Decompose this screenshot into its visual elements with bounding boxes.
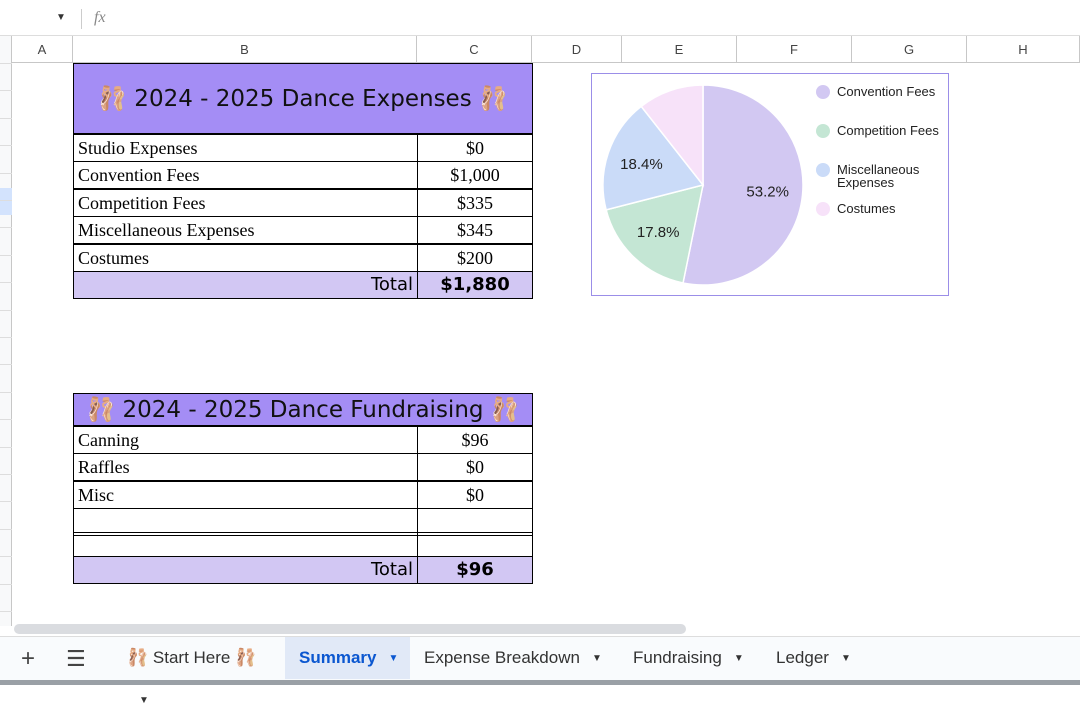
total-label: Total [73,271,418,299]
legend-label: Costumes [837,202,896,216]
column-header[interactable]: D [532,36,622,63]
legend-item: Miscellaneous Expenses [837,163,920,190]
tab-caret[interactable]: ▼ [840,652,851,664]
pie-slice [682,84,804,286]
total-label: Total [73,556,418,585]
sheet-tab[interactable]: Ledger ▼ [776,648,851,667]
empty-cell [417,508,533,537]
legend-item: Competition Fees [837,124,939,138]
row-line [0,583,12,585]
tab-caret[interactable]: ▼ [591,652,602,664]
row-line [0,364,12,366]
fx-icon: fx [94,9,106,26]
row-label: Convention Fees [73,161,418,190]
row-line [0,145,12,147]
pie-slice [640,84,704,188]
row-line [0,337,12,338]
pie-slice [602,105,705,211]
column-header[interactable]: B [73,36,417,63]
selected-row [0,188,12,215]
row-value: $335 [417,188,533,217]
column-header[interactable]: A [12,36,73,63]
row-line [0,63,12,64]
slice-label: 18.4% [620,156,663,173]
formula-bar: ▼ fx [0,0,1080,36]
row-line [0,419,12,421]
row-label: Competition Fees [73,188,418,217]
row-line [0,474,12,475]
scrollbar[interactable] [14,624,686,634]
slice-label: 53.2% [746,184,789,201]
row-line [0,90,12,92]
total-value: $1,880 [417,271,533,299]
table-title: 🩰 2024 - 2025 Dance Fundraising 🩰 [73,393,533,426]
legend-swatch [816,202,830,216]
name-box-caret[interactable]: ▼ [56,12,66,23]
row-line [0,254,12,256]
row-line [0,309,12,311]
row-value: $200 [417,243,533,272]
pie-slice [605,183,704,284]
row-value: $96 [417,426,533,454]
tab-caret[interactable]: ▼ [139,694,149,706]
row-label: Misc [73,480,418,509]
sheet-tab[interactable]: 🩰 Start Here 🩰▼ [127,648,257,706]
legend-item: Convention Fees [837,85,936,99]
total-value: $96 [417,556,533,585]
row-value: $0 [417,480,533,509]
row-line [0,172,12,174]
row-line [0,200,12,201]
column-header[interactable]: E [622,36,737,63]
sheet-tab[interactable]: Expense Breakdown ▼ [424,648,602,667]
row-label: Raffles [73,453,418,482]
chart-frame[interactable]: 53.2% Convention Fees 17.8% Competition Fee… [591,73,949,296]
legend-label: Miscellaneous Expenses [837,163,920,190]
add-sheet[interactable]: + [21,645,36,672]
row-label: Miscellaneous Expenses [73,216,418,245]
row-line [0,117,12,119]
sheet-tab[interactable]: Fundraising ▼ [633,648,744,667]
row-value: $345 [417,216,533,245]
tab-caret[interactable]: ▼ [388,652,399,664]
row-label: Studio Expenses [73,134,418,162]
row-line [0,501,12,503]
legend-item: Costumes [837,202,896,216]
column-header[interactable]: F [737,36,852,63]
row-line [0,227,12,229]
row-headers [0,36,12,626]
table-title: 🩰 2024 - 2025 Dance Expenses 🩰 [73,63,533,134]
row-line [0,391,12,393]
row-value: $0 [417,134,533,162]
row-line [0,282,12,284]
legend-swatch [816,85,830,99]
column-header[interactable]: G [852,36,967,63]
column-header[interactable]: H [967,36,1080,63]
divider [81,9,82,29]
row-label: Canning [73,426,418,454]
bottom-edge [0,680,1080,685]
legend-label: Competition Fees [837,124,939,138]
row-line [0,556,12,558]
pie-chart: 53.2% Convention Fees 17.8% Competition Fee… [602,84,939,286]
all-sheets[interactable]: ☰ [66,646,86,671]
slice-label: 17.8% [637,224,680,241]
row-value: $1,000 [417,161,533,190]
row-value: $0 [417,453,533,482]
row-line [0,528,12,530]
legend-swatch [816,124,830,138]
row-line [0,611,12,612]
row-line [0,446,12,448]
spreadsheet: ▼ fx 53.2% Convention Fees 17.8% Competitio… [0,0,1080,706]
tab-caret[interactable]: ▼ [733,652,744,664]
legend-swatch [816,163,830,177]
legend-label: Convention Fees [837,85,936,99]
row-label: Costumes [73,243,418,272]
tab-bar: + ☰ [0,636,1080,685]
column-header[interactable]: C [417,36,532,63]
sheet-tab[interactable]: Summary ▼ [285,637,410,679]
